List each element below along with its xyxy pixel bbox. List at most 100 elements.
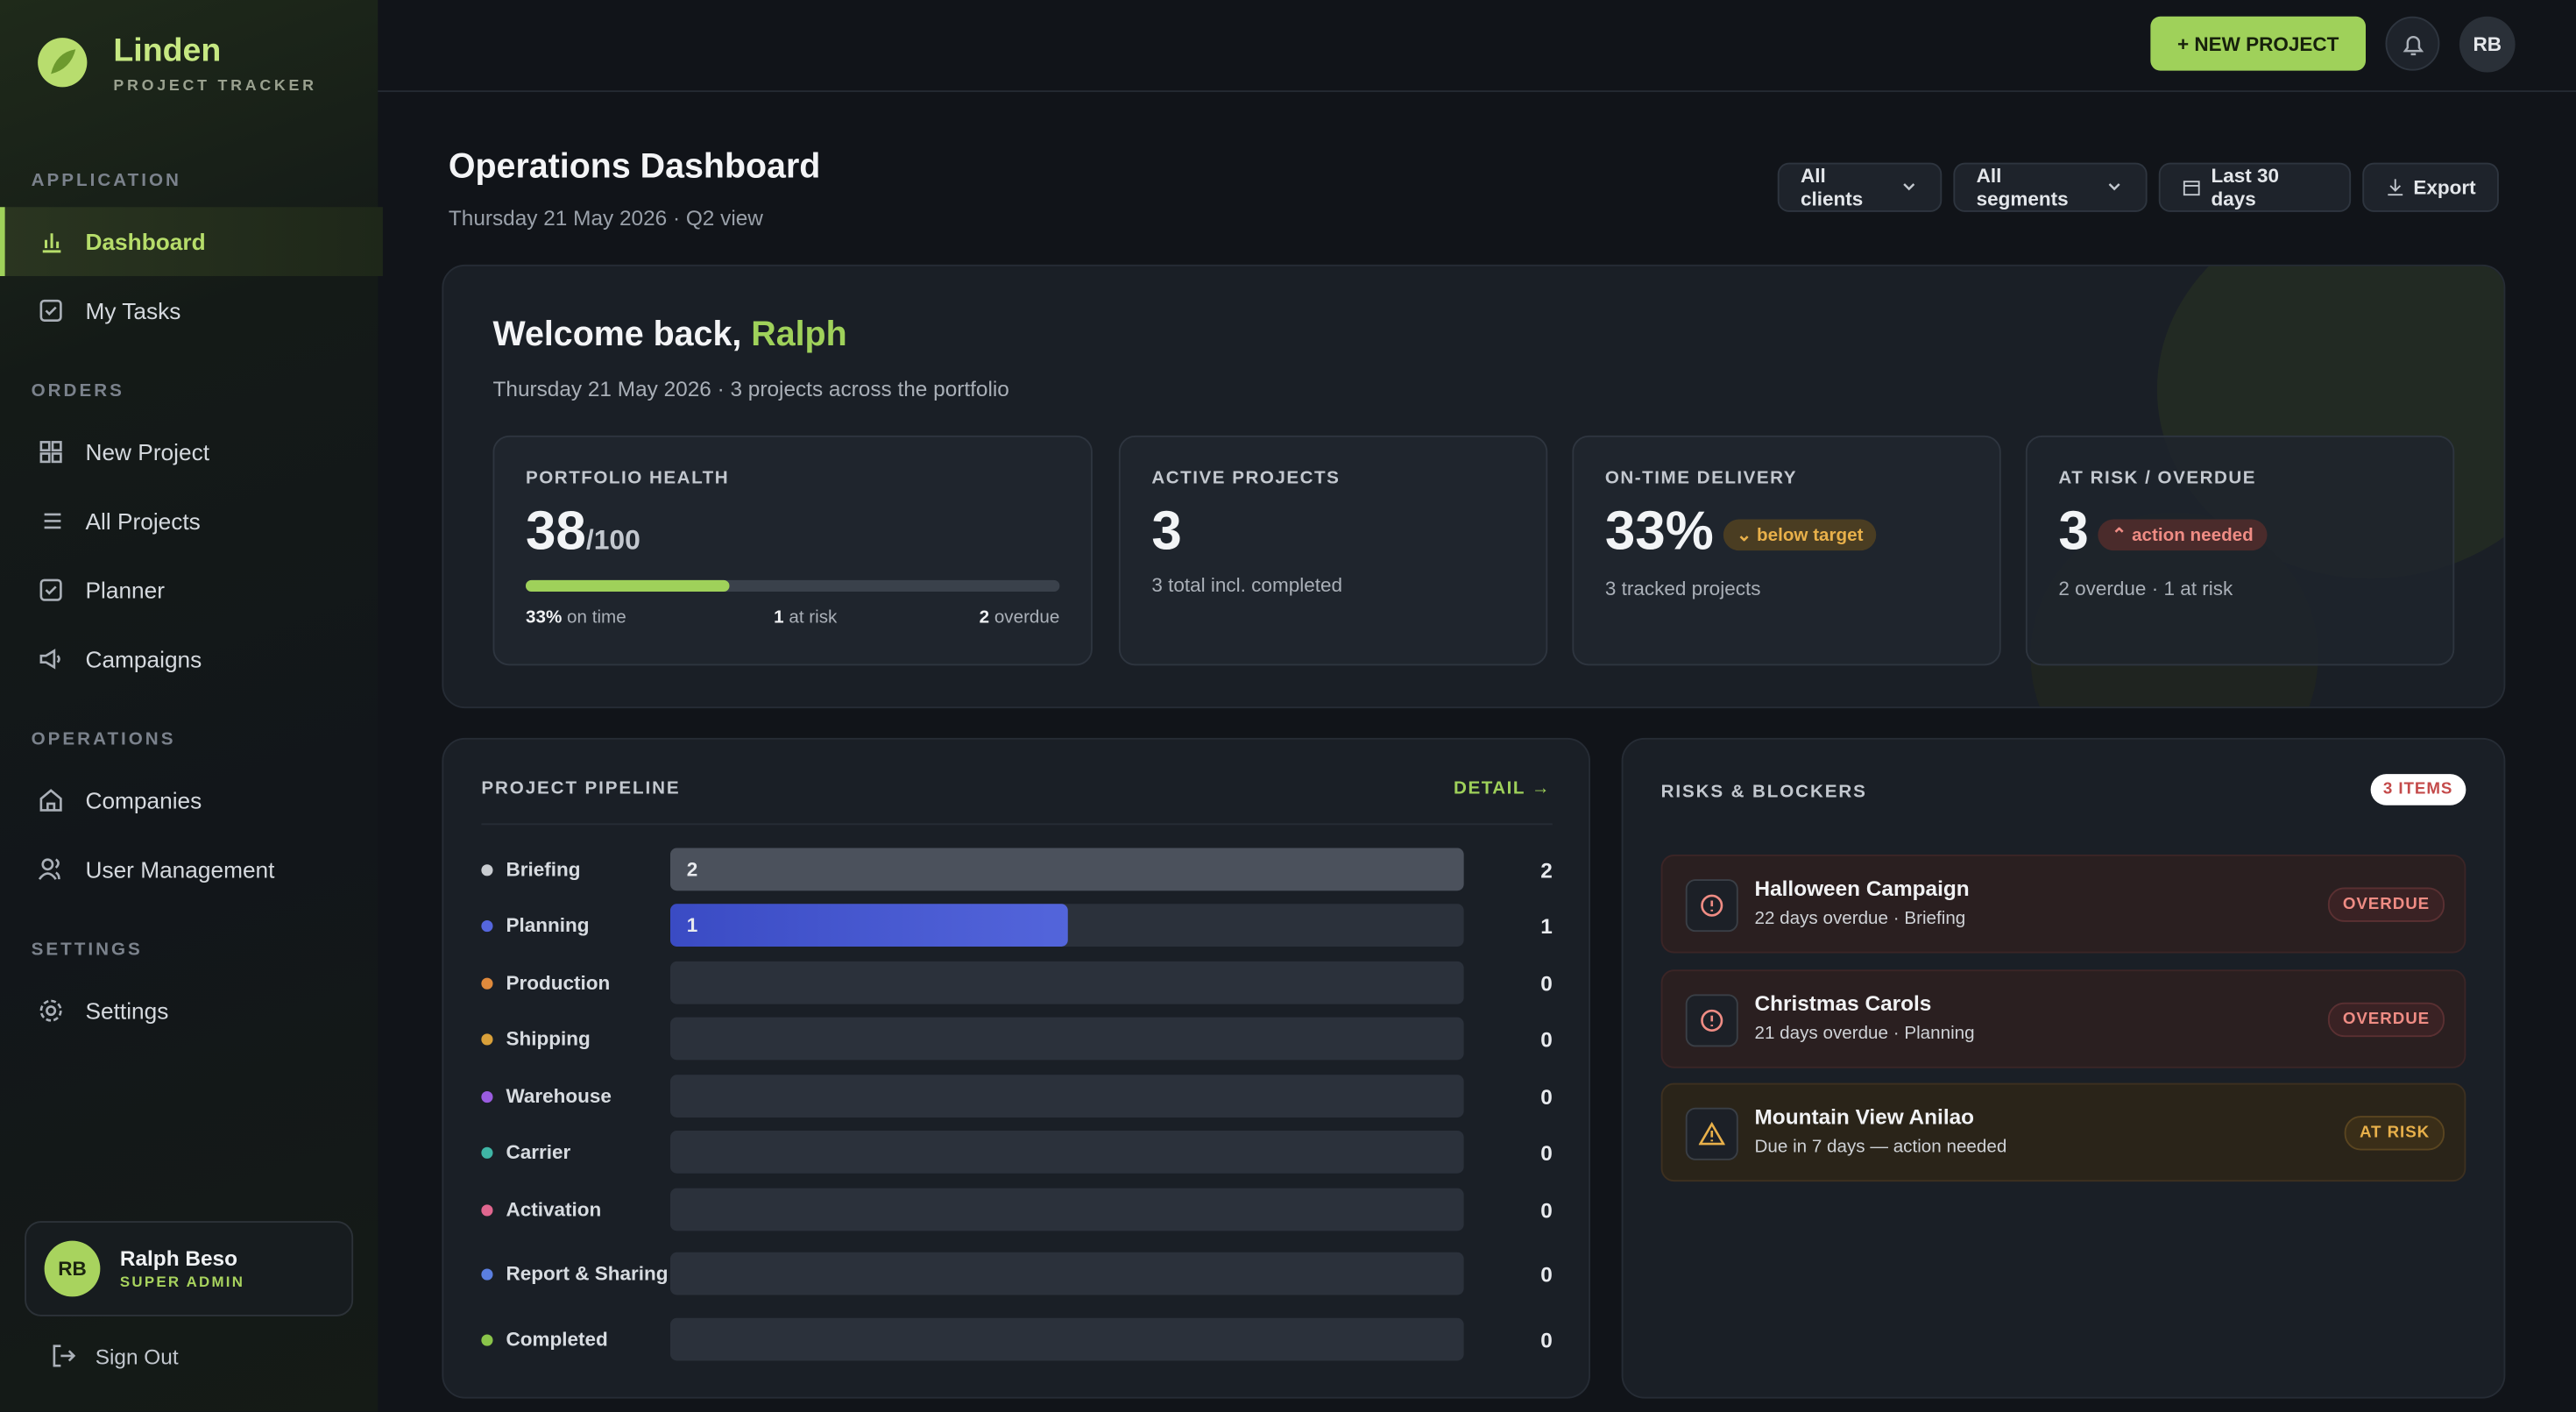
kpi-stat: 2 overdue: [980, 608, 1060, 628]
bar-track: [670, 1017, 1464, 1061]
kpi-label: ON-TIME DELIVERY: [1604, 468, 1798, 488]
nav-item[interactable]: Companies: [0, 766, 378, 835]
sign-out[interactable]: Sign Out: [49, 1343, 179, 1369]
alert-icon: [1701, 1008, 1723, 1031]
stage: Shipping: [481, 1024, 670, 1054]
stage-name: Planning: [506, 913, 590, 937]
stage-name: Warehouse: [506, 1084, 612, 1108]
stage: Completed: [481, 1324, 670, 1354]
nav-label: Planner: [85, 577, 165, 604]
nav-item[interactable]: Settings: [0, 976, 378, 1046]
nav-section: ORDERS: [31, 381, 124, 401]
stage-dot: [481, 1333, 493, 1345]
bar: [670, 848, 1464, 891]
pipeline-card: PROJECT PIPELINE DETAIL → Briefing 2 2 Plan…: [442, 737, 1590, 1399]
stage: Briefing: [481, 855, 670, 884]
stage-count: 0: [1540, 970, 1553, 996]
kpi-value: 38/100: [526, 500, 640, 562]
stage: Carrier: [481, 1138, 670, 1167]
health-max: /100: [585, 524, 640, 556]
filter-label: All clients: [1801, 164, 1864, 211]
avatar[interactable]: RB: [2459, 16, 2516, 73]
bar-track: [670, 1131, 1464, 1174]
health-bar: [526, 579, 729, 592]
risks-title: RISKS & BLOCKERS: [1660, 782, 1867, 803]
stage: Planning: [481, 911, 670, 940]
kpi-value: 3: [1151, 500, 1182, 561]
bar-label: 1: [686, 913, 698, 937]
kpi-note: 3 tracked projects: [1604, 577, 1761, 600]
bar-track: 2: [670, 848, 1464, 891]
stage-count: 0: [1540, 1327, 1553, 1352]
stat-text: at risk: [789, 607, 838, 628]
pipeline-row: Warehouse 0: [481, 1075, 1553, 1118]
pipeline-row: Production 0: [481, 961, 1553, 1004]
risk-item[interactable]: Halloween Campaign 22 days overdue · Brie…: [1660, 855, 2466, 954]
stage: Report & Sharing: [481, 1259, 670, 1288]
kpi-note: 2 overdue · 1 at risk: [2058, 577, 2233, 600]
nav-section: APPLICATION: [31, 171, 181, 191]
risk-icon: [1685, 1107, 1738, 1160]
risk-item[interactable]: Christmas Carols 21 days overdue · Planni…: [1660, 969, 2466, 1068]
welcome-title: Welcome back, Ralph: [493, 316, 847, 355]
nav-item[interactable]: New Project: [0, 417, 378, 486]
stage-name: Carrier: [506, 1140, 571, 1164]
kpi-number: 33%: [1604, 500, 1714, 561]
new-project-button[interactable]: + NEW PROJECT: [2150, 16, 2366, 71]
nav-item[interactable]: Planner: [0, 556, 378, 625]
filter-clients[interactable]: All clients: [1777, 162, 1943, 212]
risks-card: RISKS & BLOCKERS 3 ITEMS Halloween Campa…: [1621, 737, 2506, 1399]
bar-track: 1: [670, 904, 1464, 947]
nav-label: Companies: [85, 787, 202, 814]
stage: Activation: [481, 1195, 670, 1224]
risk-status: OVERDUE: [2327, 887, 2445, 922]
stage-dot: [481, 1032, 493, 1045]
kpi-label: ACTIVE PROJECTS: [1151, 468, 1341, 488]
risk-title: Halloween Campaign: [1754, 876, 1970, 901]
export-label: Export: [2413, 175, 2476, 199]
stat-value: 33%: [526, 607, 563, 628]
bar-track: [670, 961, 1464, 1004]
risk-status: AT RISK: [2345, 1116, 2445, 1151]
stage-dot: [481, 1267, 493, 1280]
stage-dot: [481, 863, 493, 876]
stage-dot: [481, 919, 493, 932]
filter-date[interactable]: Last 30 days: [2158, 162, 2352, 212]
nav-item[interactable]: My Tasks: [0, 276, 378, 345]
notifications-button[interactable]: [2385, 16, 2440, 71]
user-avatar: RB: [44, 1240, 101, 1297]
kpi-stat: 1 at risk: [774, 608, 837, 628]
risk-detail: 22 days overdue · Briefing: [1754, 908, 1966, 929]
user-card[interactable]: RB Ralph Beso SUPER ADMIN: [25, 1221, 354, 1316]
kpi-on-time: ON-TIME DELIVERY 33% ⌄ below target 3 tra…: [1572, 435, 2001, 666]
bar-track: [670, 1252, 1464, 1295]
kpi-badge: ⌄ below target: [1723, 519, 1877, 550]
pipeline-detail-link[interactable]: DETAIL →: [1454, 778, 1551, 799]
nav-item[interactable]: All Projects: [0, 486, 378, 556]
stage-name: Completed: [506, 1328, 608, 1352]
divider: [481, 823, 1553, 826]
nav-item[interactable]: Dashboard: [0, 207, 383, 276]
risk-icon: [1685, 993, 1738, 1047]
risk-item[interactable]: Mountain View Anilao Due in 7 days — acti…: [1660, 1082, 2466, 1182]
nav-item[interactable]: Campaigns: [0, 625, 378, 694]
user-role: SUPER ADMIN: [119, 1274, 245, 1290]
welcome-card: Welcome back, Ralph Thursday 21 May 2026…: [442, 264, 2506, 709]
stage-name: Activation: [506, 1197, 602, 1222]
export-button[interactable]: Export: [2362, 162, 2499, 212]
topbar: + NEW PROJECT RB: [378, 0, 2576, 92]
risk-detail: 21 days overdue · Planning: [1754, 1023, 1975, 1043]
nav-item[interactable]: User Management: [0, 835, 378, 905]
filter-label: All segments: [1976, 164, 2069, 211]
kpi-health: PORTFOLIO HEALTH 38/100 33% on time 1 at…: [492, 435, 1093, 666]
kpi-label: PORTFOLIO HEALTH: [526, 468, 730, 488]
stage-count: 2: [1540, 856, 1553, 882]
page-title: Operations Dashboard: [448, 147, 821, 186]
risk-status: OVERDUE: [2327, 1001, 2445, 1037]
filter-segments[interactable]: All segments: [1953, 162, 2148, 212]
kpi-risk: AT RISK / OVERDUE 3 ⌃ action needed 2 ove…: [2025, 435, 2455, 666]
pipeline-row: Report & Sharing 0: [481, 1241, 1553, 1307]
nav-label: User Management: [85, 855, 275, 883]
bar-track: [670, 1188, 1464, 1231]
